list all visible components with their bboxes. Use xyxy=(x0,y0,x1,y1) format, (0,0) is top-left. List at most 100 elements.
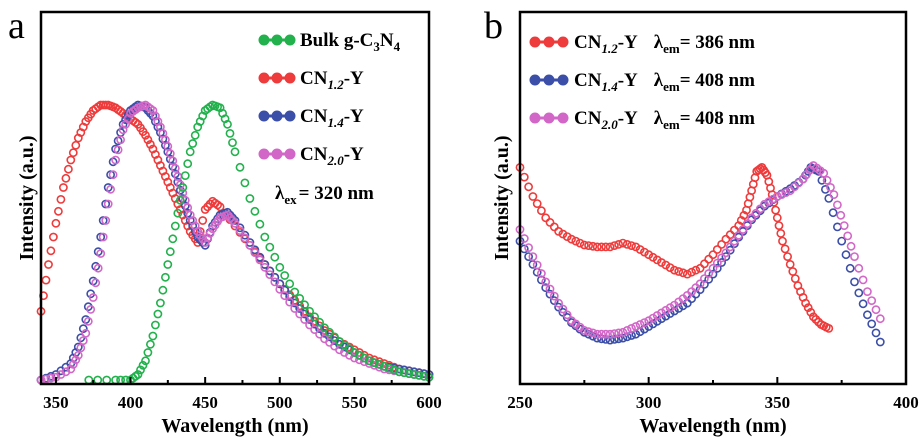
data-point xyxy=(579,240,589,250)
data-point xyxy=(145,339,155,349)
legend-label: CN1.4-Y λem= 408 nm xyxy=(574,70,755,94)
data-point xyxy=(250,248,260,257)
data-point xyxy=(704,254,714,264)
data-point xyxy=(592,242,602,252)
series-bulk xyxy=(84,100,434,385)
data-point xyxy=(665,303,675,313)
x-tick-label: 400 xyxy=(893,393,919,412)
data-point xyxy=(875,314,885,324)
data-point xyxy=(806,307,816,317)
data-point xyxy=(200,238,210,247)
data-point xyxy=(768,194,778,204)
data-point xyxy=(854,263,864,273)
data-point xyxy=(695,285,705,294)
data-point xyxy=(300,300,309,310)
data-point xyxy=(103,199,113,209)
data-point xyxy=(721,252,731,261)
data-point xyxy=(153,309,163,319)
data-point xyxy=(379,364,389,374)
data-point xyxy=(691,265,701,275)
legend-marker xyxy=(284,148,296,160)
data-point xyxy=(871,328,881,338)
data-point xyxy=(71,355,81,365)
data-point xyxy=(59,183,68,192)
data-point xyxy=(592,329,602,339)
data-point xyxy=(78,324,88,334)
panel-b-xlabel: Wavelength (nm) xyxy=(639,415,786,437)
data-point xyxy=(143,135,153,145)
data-point xyxy=(106,184,115,194)
data-point xyxy=(605,329,615,339)
panel-a-ylabel: Intensity (a.u.) xyxy=(16,135,38,260)
data-point xyxy=(223,119,232,129)
data-point xyxy=(41,374,51,384)
data-point xyxy=(290,298,300,308)
data-point xyxy=(310,312,319,322)
data-point xyxy=(700,259,709,269)
data-point xyxy=(163,141,173,151)
data-point xyxy=(150,320,160,330)
legend-entry: CN2.0-Y λem= 408 nm xyxy=(529,108,755,132)
data-point xyxy=(81,328,91,338)
data-point xyxy=(584,327,593,337)
data-point xyxy=(771,205,780,215)
data-point xyxy=(738,225,748,234)
panel-a: a 350 400 450 500 550 600 Wavelength (nm) Int… xyxy=(8,5,442,437)
data-point xyxy=(532,260,542,270)
data-point xyxy=(610,334,619,344)
data-point xyxy=(605,335,615,345)
data-point xyxy=(717,258,726,267)
panel-b: b 250 300 350 400 Wavelength (nm) Intensity… xyxy=(484,5,919,437)
data-point xyxy=(51,218,61,228)
data-point xyxy=(777,190,786,199)
data-point xyxy=(854,288,864,298)
data-point xyxy=(597,334,606,344)
data-point xyxy=(399,368,409,378)
legend-entry: CN1.4-Y λem= 408 nm xyxy=(529,70,755,94)
data-point xyxy=(300,315,309,324)
data-point xyxy=(102,375,112,385)
x-tick-label: 400 xyxy=(118,393,144,412)
data-point xyxy=(783,252,792,261)
data-point xyxy=(682,269,692,279)
data-point xyxy=(255,255,265,265)
data-point xyxy=(245,194,255,203)
data-point xyxy=(295,309,305,319)
data-point xyxy=(781,188,791,197)
data-point xyxy=(203,233,212,243)
data-point xyxy=(93,263,103,273)
panel-a-legend: Bulk g-C3N4 CN1.2-Y CN1.4-Y CN2.0-Y λex = 320… xyxy=(258,30,401,207)
data-point xyxy=(618,327,628,337)
data-point xyxy=(858,299,868,309)
legend-label: CN1.2-Y xyxy=(300,68,364,92)
data-point xyxy=(867,319,877,329)
legend-entry: CN2.0-Y xyxy=(258,144,364,168)
legend-marker xyxy=(271,72,283,84)
data-point xyxy=(549,291,559,301)
data-point xyxy=(310,325,319,334)
data-point xyxy=(265,242,275,252)
data-point xyxy=(640,247,649,257)
legend-marker xyxy=(284,72,296,84)
x-tick-label: 600 xyxy=(416,393,442,412)
data-point xyxy=(275,284,285,294)
data-point xyxy=(240,178,250,188)
data-point xyxy=(54,206,63,216)
data-point xyxy=(772,213,782,223)
data-point xyxy=(537,269,546,278)
data-point xyxy=(597,329,606,339)
data-point xyxy=(225,128,235,138)
panel-label-a: a xyxy=(8,5,25,47)
data-point xyxy=(828,208,838,218)
data-point xyxy=(579,325,589,335)
legend-marker xyxy=(557,36,569,48)
data-point xyxy=(168,156,178,166)
data-point xyxy=(419,371,429,381)
data-point xyxy=(175,195,185,205)
data-point xyxy=(148,331,158,341)
data-point xyxy=(145,139,155,149)
data-point xyxy=(644,316,654,326)
data-point xyxy=(369,360,379,370)
data-point xyxy=(409,370,419,379)
